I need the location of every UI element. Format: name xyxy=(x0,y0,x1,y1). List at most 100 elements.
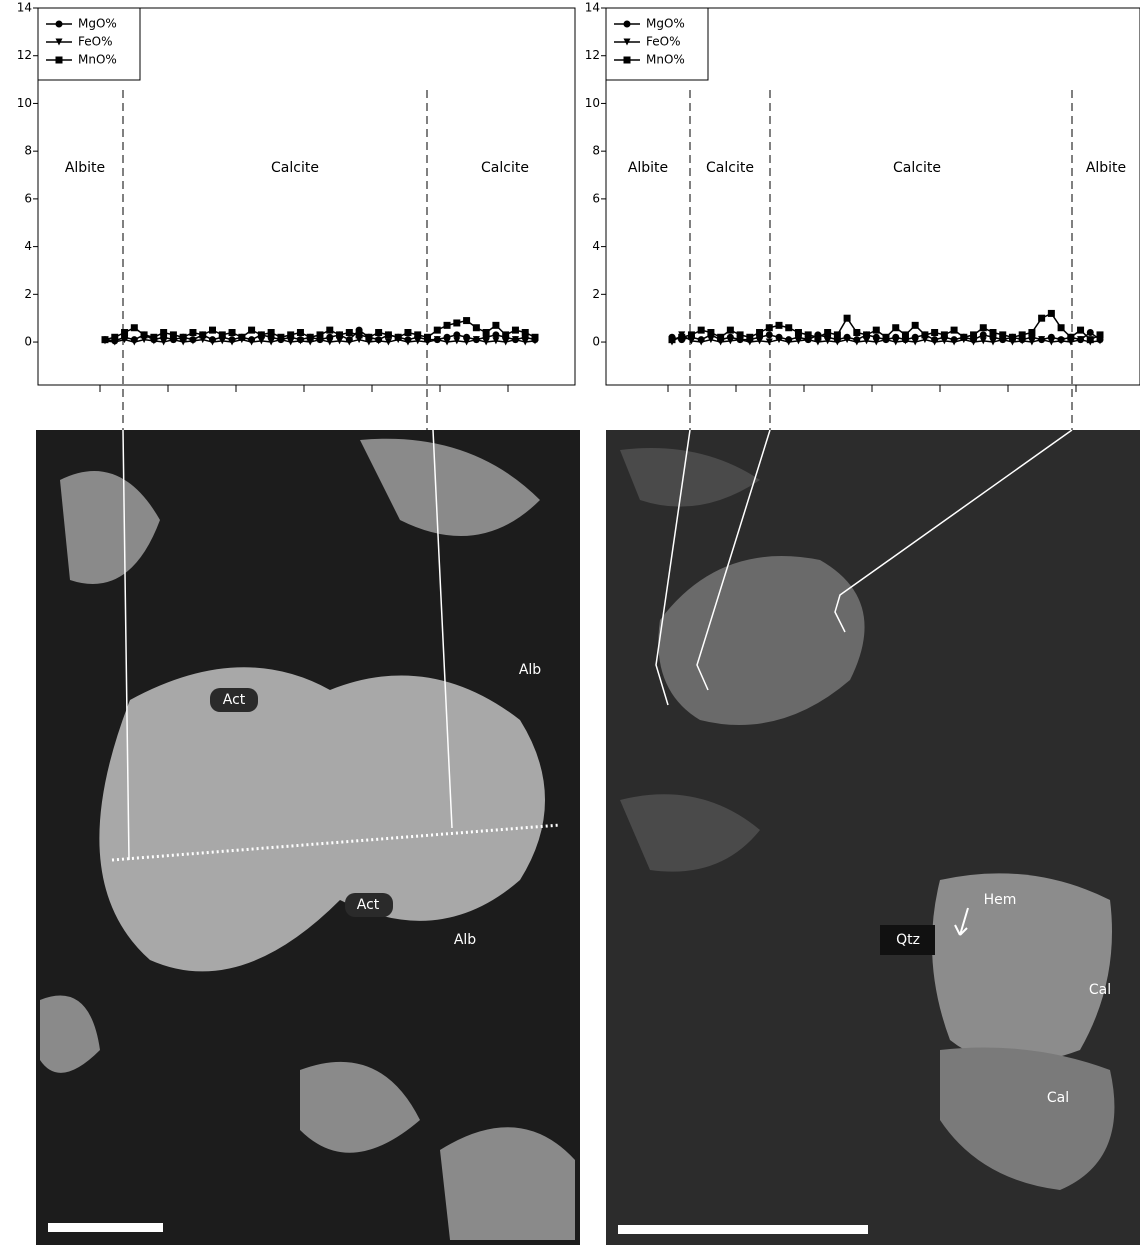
marker xyxy=(1087,329,1094,336)
marker xyxy=(698,327,705,334)
legend: MgO%FeO%MnO% xyxy=(606,8,708,80)
marker xyxy=(483,329,490,336)
marker xyxy=(727,327,734,334)
marker xyxy=(844,315,851,322)
marker xyxy=(356,331,363,338)
marker xyxy=(463,317,470,324)
marker xyxy=(453,319,460,326)
marker xyxy=(951,327,958,334)
legend-label: FeO% xyxy=(78,35,112,49)
marker xyxy=(414,331,421,338)
marker xyxy=(824,329,831,336)
bse-image-right xyxy=(606,430,1140,1245)
marker xyxy=(990,329,997,336)
image-label: Cal xyxy=(1047,1090,1069,1106)
image-label: Alb xyxy=(454,932,476,948)
marker xyxy=(434,327,441,334)
marker xyxy=(785,324,792,331)
marker xyxy=(960,334,967,341)
marker xyxy=(795,329,802,336)
chart: 02468101214AlbiteCalciteCalciteAlbiteMgO… xyxy=(585,1,1140,431)
image-label: Act xyxy=(357,897,380,913)
marker xyxy=(277,334,284,341)
marker xyxy=(326,327,333,334)
marker xyxy=(385,331,392,338)
marker xyxy=(1028,329,1035,336)
marker xyxy=(669,336,676,343)
y-tick-label: 14 xyxy=(585,1,600,15)
image-label: Cal xyxy=(1089,982,1111,998)
marker xyxy=(209,327,216,334)
y-tick-label: 10 xyxy=(17,96,32,110)
y-tick-label: 6 xyxy=(592,191,600,205)
marker xyxy=(248,327,255,334)
image-label: Act xyxy=(223,692,246,708)
marker xyxy=(1067,334,1074,341)
marker xyxy=(189,329,196,336)
figure: 02468101214AlbiteCalciteCalciteMgO%FeO%M… xyxy=(0,0,1140,1245)
y-tick-label: 14 xyxy=(17,1,32,15)
zone-label: Albite xyxy=(65,160,105,176)
y-tick-label: 12 xyxy=(17,48,32,62)
marker xyxy=(931,329,938,336)
marker xyxy=(492,322,499,329)
y-tick-label: 8 xyxy=(592,144,600,158)
marker xyxy=(375,329,382,336)
legend: MgO%FeO%MnO% xyxy=(38,8,140,80)
marker xyxy=(766,324,773,331)
image-label: Qtz xyxy=(896,932,920,948)
marker xyxy=(229,329,236,336)
marker xyxy=(883,334,890,341)
marker xyxy=(453,331,460,338)
marker xyxy=(902,331,909,338)
marker xyxy=(814,334,821,341)
marker xyxy=(56,57,63,64)
y-tick-label: 4 xyxy=(24,239,32,253)
marker xyxy=(737,331,744,338)
marker xyxy=(346,329,353,336)
marker xyxy=(268,329,275,336)
marker xyxy=(532,334,539,341)
marker xyxy=(238,334,245,341)
marker xyxy=(102,336,109,343)
marker xyxy=(297,329,304,336)
y-tick-label: 4 xyxy=(592,239,600,253)
zone-label: Calcite xyxy=(893,160,941,176)
marker xyxy=(111,334,118,341)
marker xyxy=(707,329,714,336)
y-tick-label: 12 xyxy=(585,48,600,62)
marker xyxy=(56,21,63,28)
marker xyxy=(624,21,631,28)
bse-image-left xyxy=(36,430,580,1245)
zone-label: Albite xyxy=(1086,160,1126,176)
y-tick-label: 2 xyxy=(592,287,600,301)
marker xyxy=(258,331,265,338)
image-label: Alb xyxy=(519,662,541,678)
marker xyxy=(766,331,773,338)
zone-label: Calcite xyxy=(271,160,319,176)
y-tick-label: 6 xyxy=(24,191,32,205)
marker xyxy=(941,331,948,338)
marker xyxy=(336,331,343,338)
y-tick-label: 2 xyxy=(24,287,32,301)
marker xyxy=(834,331,841,338)
marker xyxy=(863,331,870,338)
marker xyxy=(444,322,451,329)
marker xyxy=(424,334,431,341)
zone-label: Calcite xyxy=(481,160,529,176)
zone-label: Calcite xyxy=(706,160,754,176)
marker xyxy=(980,331,987,338)
legend-label: MnO% xyxy=(646,53,685,67)
marker xyxy=(317,331,324,338)
marker xyxy=(1058,324,1065,331)
marker xyxy=(999,331,1006,338)
marker xyxy=(199,331,206,338)
legend-label: MgO% xyxy=(78,17,117,31)
marker xyxy=(287,331,294,338)
marker xyxy=(970,331,977,338)
marker xyxy=(756,329,763,336)
marker xyxy=(131,324,138,331)
marker xyxy=(805,331,812,338)
marker xyxy=(1087,336,1094,343)
zone-label: Albite xyxy=(628,160,668,176)
